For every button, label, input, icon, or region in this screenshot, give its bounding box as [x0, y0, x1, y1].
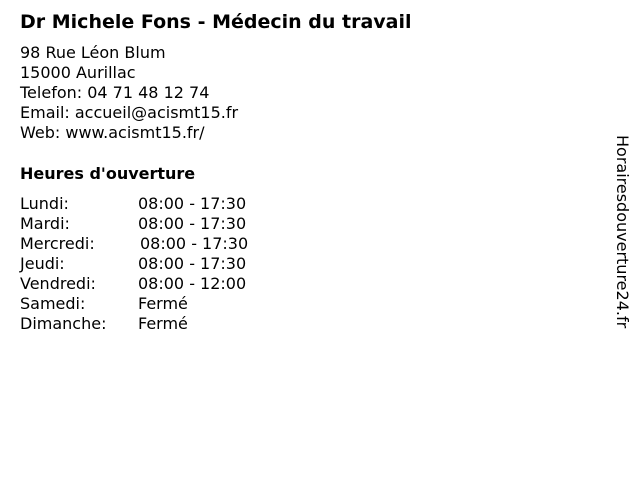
day-label: Jeudi:	[20, 254, 65, 273]
hours-row: Samedi: Fermé	[20, 294, 248, 314]
time-value: 08:00 - 17:30	[138, 194, 247, 213]
hours-row: Jeudi: 08:00 - 17:30	[20, 254, 248, 274]
time-value: Fermé	[138, 294, 188, 313]
phone: Telefon: 04 71 48 12 74	[20, 83, 210, 102]
day-label: Mardi:	[20, 214, 70, 233]
hours-table: Lundi: 08:00 - 17:30 Mardi: 08:00 - 17:30 …	[20, 194, 248, 334]
contact-info: 98 Rue Léon Blum 15000 Aurillac Telefon:…	[20, 43, 238, 143]
day-label: Lundi:	[20, 194, 69, 213]
hours-heading: Heures d'ouverture	[20, 164, 196, 183]
day-label: Vendredi:	[20, 274, 96, 293]
day-label: Dimanche:	[20, 314, 107, 333]
day-label: Samedi:	[20, 294, 86, 313]
page-title: Dr Michele Fons - Médecin du travail	[20, 11, 412, 33]
time-value: 08:00 - 17:30	[140, 234, 249, 253]
street-address: 98 Rue Léon Blum	[20, 43, 166, 62]
website: Web: www.acismt15.fr/	[20, 123, 205, 142]
time-value: 08:00 - 17:30	[138, 254, 247, 273]
city: 15000 Aurillac	[20, 63, 136, 82]
time-value: 08:00 - 12:00	[138, 274, 247, 293]
time-value: Fermé	[138, 314, 188, 333]
time-value: 08:00 - 17:30	[138, 214, 247, 233]
watermark-text: Horairesdouverture24.fr	[613, 135, 632, 329]
hours-row: Mercredi: 08:00 - 17:30	[20, 234, 248, 254]
email: Email: accueil@acismt15.fr	[20, 103, 239, 122]
hours-row: Dimanche: Fermé	[20, 314, 248, 334]
hours-row: Mardi: 08:00 - 17:30	[20, 214, 248, 234]
hours-row: Lundi: 08:00 - 17:30	[20, 194, 248, 214]
day-label: Mercredi:	[20, 234, 95, 253]
hours-row: Vendredi: 08:00 - 12:00	[20, 274, 248, 294]
